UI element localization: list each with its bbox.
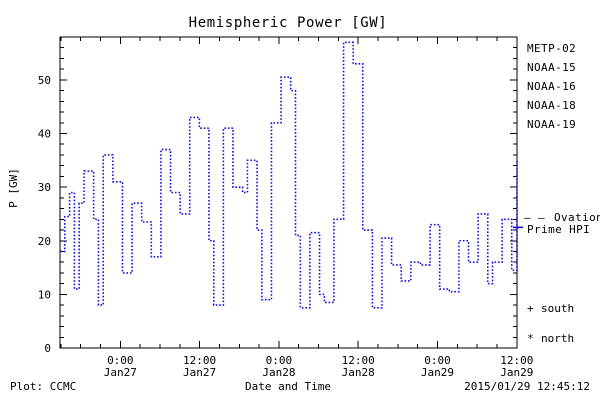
- y-axis-tick-labels: 0 10 20 30 40 50: [38, 74, 51, 355]
- y-tick-label: 50: [38, 74, 51, 87]
- footer-timestamp: 2015/01/29 12:45:12: [464, 380, 590, 393]
- y-tick-label: 20: [38, 235, 51, 248]
- y-axis-ticks: [60, 36, 517, 349]
- x-tick-time: 0:00: [266, 354, 293, 367]
- marker-label-north: north: [541, 332, 574, 345]
- x-tick-date: Jan29: [500, 366, 533, 379]
- x-tick-time: 12:00: [183, 354, 216, 367]
- legend-item-noaa-19: NOAA-19: [527, 118, 576, 131]
- x-tick-date: Jan27: [104, 366, 137, 379]
- legend-item-metp-02: METP-02: [527, 42, 576, 55]
- x-tick-time: 12:00: [500, 354, 533, 367]
- x-axis-ticks: [60, 37, 518, 348]
- data-series-group: [60, 41, 518, 309]
- y-tick-label: 30: [38, 181, 51, 194]
- x-tick-time: 12:00: [342, 354, 375, 367]
- legend-ovation-label-line1: Ovation: [554, 211, 600, 224]
- legend-ovation-label-line2: Prime HPI: [527, 223, 590, 236]
- legend-item-noaa-15: NOAA-15: [527, 61, 576, 74]
- x-axis-title: Date and Time: [245, 380, 331, 393]
- legend-ovation-dash-icon: — —: [524, 211, 545, 224]
- x-axis-tick-labels: 0:00Jan2712:00Jan270:00Jan2812:00Jan280:…: [104, 354, 534, 379]
- marker-symbol-south: +: [527, 302, 534, 315]
- x-tick-time: 0:00: [107, 354, 134, 367]
- x-tick-date: Jan28: [262, 366, 295, 379]
- y-axis-label: P [GW]: [7, 168, 20, 208]
- x-tick-date: Jan29: [421, 366, 454, 379]
- x-tick-date: Jan28: [342, 366, 375, 379]
- marker-label-south: south: [541, 302, 574, 315]
- page-title: Hemispheric Power [GW]: [189, 15, 388, 31]
- y-tick-label: 10: [38, 288, 51, 301]
- legend-item-noaa-16: NOAA-16: [527, 80, 576, 93]
- footer-plot-source: Plot: CCMC: [10, 380, 76, 393]
- y-tick-label: 40: [38, 128, 51, 141]
- x-tick-time: 0:00: [424, 354, 451, 367]
- legend: METP-02 NOAA-15 NOAA-16 NOAA-18 NOAA-19 — — Ov…: [513, 42, 600, 345]
- data-series-noaa-15: [60, 41, 518, 309]
- marker-symbol-north: *: [527, 332, 534, 345]
- y-tick-label: 0: [44, 342, 51, 355]
- legend-item-noaa-18: NOAA-18: [527, 99, 576, 112]
- x-tick-date: Jan27: [183, 366, 216, 379]
